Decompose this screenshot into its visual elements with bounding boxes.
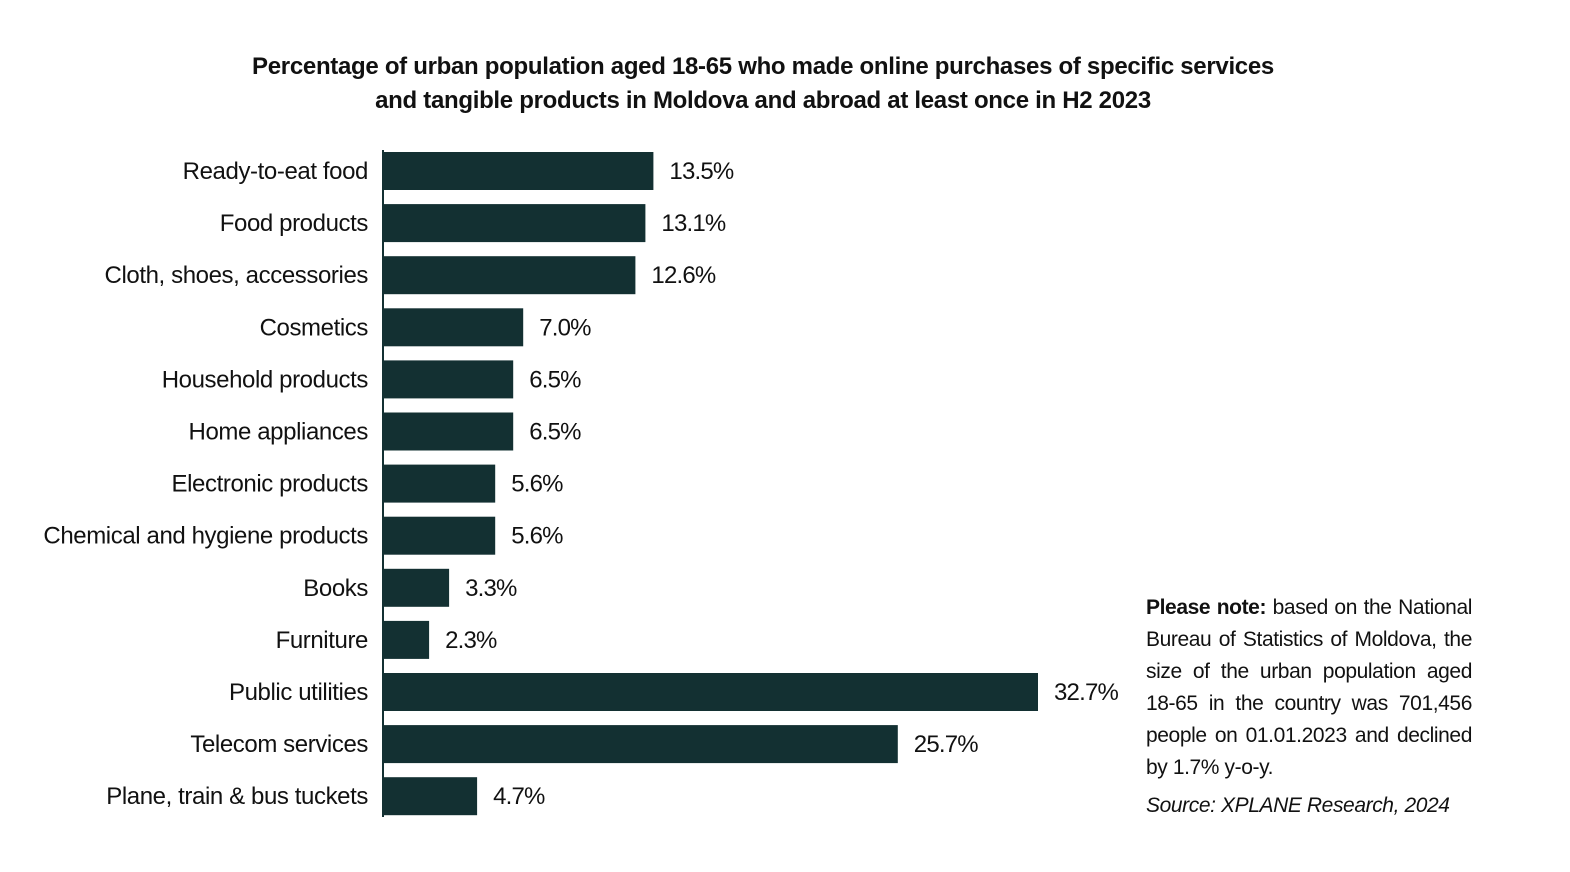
note-text: Please note: based on the National Burea… [1146, 592, 1472, 784]
category-label-4: Household products [162, 366, 369, 393]
category-label-7: Chemical and hygiene products [43, 523, 368, 550]
value-label-8: 3.3% [465, 575, 517, 602]
note-label: Please note: [1146, 596, 1267, 619]
category-label-2: Cloth, shoes, accessories [105, 262, 369, 289]
category-label-8: Books [303, 575, 368, 602]
bar-3 [383, 308, 524, 347]
chart-title: Percentage of urban population aged 18-6… [0, 50, 1526, 118]
value-label-3: 7.0% [539, 314, 591, 341]
value-label-7: 5.6% [511, 523, 563, 550]
category-label-0: Ready-to-eat food [183, 158, 368, 185]
category-label-12: Plane, train & bus tuckets [106, 783, 368, 810]
value-label-4: 6.5% [529, 366, 581, 393]
value-label-2: 12.6% [651, 262, 716, 289]
value-label-6: 5.6% [511, 471, 563, 498]
bar-4 [383, 360, 514, 399]
category-label-9: Furniture [276, 627, 368, 654]
bar-6 [383, 464, 496, 503]
bar-11 [383, 725, 898, 764]
bar-7 [383, 516, 496, 555]
chart-title-line-2: and tangible products in Moldova and abr… [375, 87, 1151, 114]
category-label-10: Public utilities [229, 679, 368, 706]
category-label-6: Electronic products [172, 471, 369, 498]
note-body: based on the National Bureau of Statisti… [1146, 596, 1472, 779]
value-label-12: 4.7% [493, 783, 545, 810]
category-label-5: Home appliances [189, 419, 369, 446]
bar-1 [383, 204, 646, 243]
category-label-1: Food products [220, 210, 369, 237]
value-label-0: 13.5% [669, 158, 734, 185]
value-label-10: 32.7% [1054, 679, 1119, 706]
source-text: Source: XPLANE Research, 2024 [1146, 794, 1450, 817]
bar-10 [383, 673, 1038, 711]
bar-12 [383, 777, 478, 816]
bar-9 [383, 620, 430, 659]
value-label-9: 2.3% [445, 627, 497, 654]
category-label-11: Telecom services [190, 731, 368, 758]
chart-title-line-1: Percentage of urban population aged 18-6… [252, 53, 1274, 80]
bar-8 [383, 568, 450, 607]
category-label-3: Cosmetics [260, 314, 369, 341]
bar-5 [383, 412, 514, 451]
bar-0 [383, 152, 654, 190]
value-label-5: 6.5% [529, 419, 581, 446]
value-label-1: 13.1% [661, 210, 726, 237]
value-label-11: 25.7% [914, 731, 979, 758]
bar-2 [383, 256, 636, 295]
